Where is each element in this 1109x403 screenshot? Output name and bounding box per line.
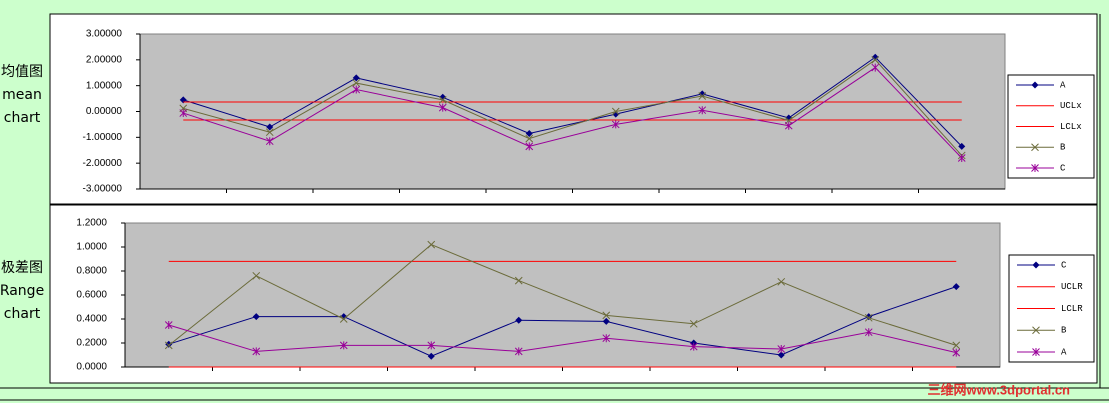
marker bbox=[1032, 348, 1040, 356]
marker bbox=[1031, 164, 1039, 172]
y-tick-label: 0.4000 bbox=[76, 314, 107, 325]
marker bbox=[265, 137, 274, 146]
marker bbox=[602, 334, 611, 343]
y-tick-label: -2.00000 bbox=[83, 158, 123, 169]
marker bbox=[427, 341, 436, 350]
legend-label: C bbox=[1060, 163, 1066, 173]
marker bbox=[957, 154, 966, 162]
plot-area bbox=[139, 33, 1006, 190]
plot-area bbox=[124, 222, 1001, 368]
marker bbox=[179, 109, 188, 118]
y-tick-label: 0.2000 bbox=[76, 338, 107, 349]
side-label: 均值图 bbox=[1, 64, 43, 80]
marker bbox=[952, 283, 960, 291]
marker bbox=[438, 103, 447, 112]
marker bbox=[871, 63, 880, 72]
y-tick-label: 0.6000 bbox=[76, 290, 107, 301]
marker bbox=[266, 123, 274, 131]
marker bbox=[611, 107, 620, 116]
series-line bbox=[168, 244, 957, 346]
series-line bbox=[168, 286, 957, 357]
marker bbox=[252, 313, 260, 321]
marker bbox=[352, 74, 360, 82]
y-tick-label: 0.0000 bbox=[76, 362, 107, 373]
marker bbox=[1031, 81, 1039, 89]
marker bbox=[427, 240, 436, 249]
marker bbox=[689, 319, 698, 328]
marker bbox=[265, 128, 274, 137]
side-label: chart bbox=[4, 306, 41, 322]
y-tick-label: -1.00000 bbox=[83, 132, 123, 143]
y-tick-label: 1.0000 bbox=[76, 242, 107, 253]
marker bbox=[164, 321, 173, 329]
marker bbox=[698, 106, 707, 115]
y-tick-label: 0.8000 bbox=[76, 266, 107, 277]
marker bbox=[515, 316, 523, 324]
marker bbox=[777, 351, 785, 359]
legend-label: LCLR bbox=[1061, 304, 1083, 314]
legend-label: UCLx bbox=[1060, 101, 1082, 111]
marker bbox=[252, 347, 261, 356]
legend-label: C bbox=[1061, 260, 1067, 270]
y-tick-label: 3.00000 bbox=[86, 29, 123, 40]
marker bbox=[252, 271, 261, 280]
marker bbox=[1032, 261, 1040, 269]
series-line bbox=[168, 324, 957, 354]
marker bbox=[952, 341, 961, 350]
marker bbox=[352, 79, 361, 87]
marker bbox=[438, 96, 447, 104]
series-line bbox=[183, 66, 963, 159]
y-tick-label: 0.00000 bbox=[86, 106, 123, 117]
y-tick-label: 2.00000 bbox=[86, 54, 123, 65]
marker bbox=[1031, 143, 1039, 152]
marker bbox=[165, 340, 173, 348]
marker bbox=[689, 342, 698, 351]
legend-label: B bbox=[1060, 143, 1066, 153]
marker bbox=[602, 317, 610, 325]
y-tick-label: 1.00000 bbox=[86, 80, 123, 91]
marker bbox=[427, 352, 435, 360]
marker bbox=[698, 92, 707, 100]
marker bbox=[514, 347, 523, 356]
marker bbox=[602, 311, 611, 320]
marker bbox=[525, 129, 533, 137]
marker bbox=[1032, 326, 1040, 335]
side-label: 极差图 bbox=[1, 260, 43, 276]
marker bbox=[525, 142, 534, 151]
marker bbox=[784, 121, 793, 130]
side-label: chart bbox=[4, 110, 41, 126]
side-label: mean bbox=[2, 87, 42, 103]
marker bbox=[871, 55, 880, 64]
series-line bbox=[183, 56, 963, 147]
marker bbox=[611, 120, 620, 129]
marker bbox=[871, 53, 879, 61]
legend-label: B bbox=[1061, 326, 1067, 336]
legend-label: UCLR bbox=[1061, 282, 1083, 292]
marker bbox=[777, 277, 786, 286]
marker bbox=[864, 328, 873, 337]
marker bbox=[514, 276, 523, 285]
marker bbox=[777, 345, 786, 353]
legend-label: LCLx bbox=[1060, 122, 1082, 132]
marker bbox=[339, 341, 348, 350]
y-tick-label: 1.2000 bbox=[76, 218, 107, 229]
y-tick-label: -3.00000 bbox=[83, 184, 123, 195]
legend-label: A bbox=[1060, 80, 1066, 90]
marker bbox=[864, 313, 873, 322]
marker bbox=[352, 85, 361, 94]
marker bbox=[164, 341, 173, 350]
marker bbox=[698, 90, 706, 98]
marker bbox=[952, 348, 961, 357]
marker bbox=[339, 315, 348, 323]
marker bbox=[958, 142, 966, 150]
legend-label: A bbox=[1061, 347, 1067, 357]
marker bbox=[525, 134, 534, 143]
side-label: Range bbox=[0, 283, 44, 299]
watermark: 三维网www.3dportal.cn bbox=[927, 382, 1070, 397]
series-line bbox=[183, 59, 963, 156]
